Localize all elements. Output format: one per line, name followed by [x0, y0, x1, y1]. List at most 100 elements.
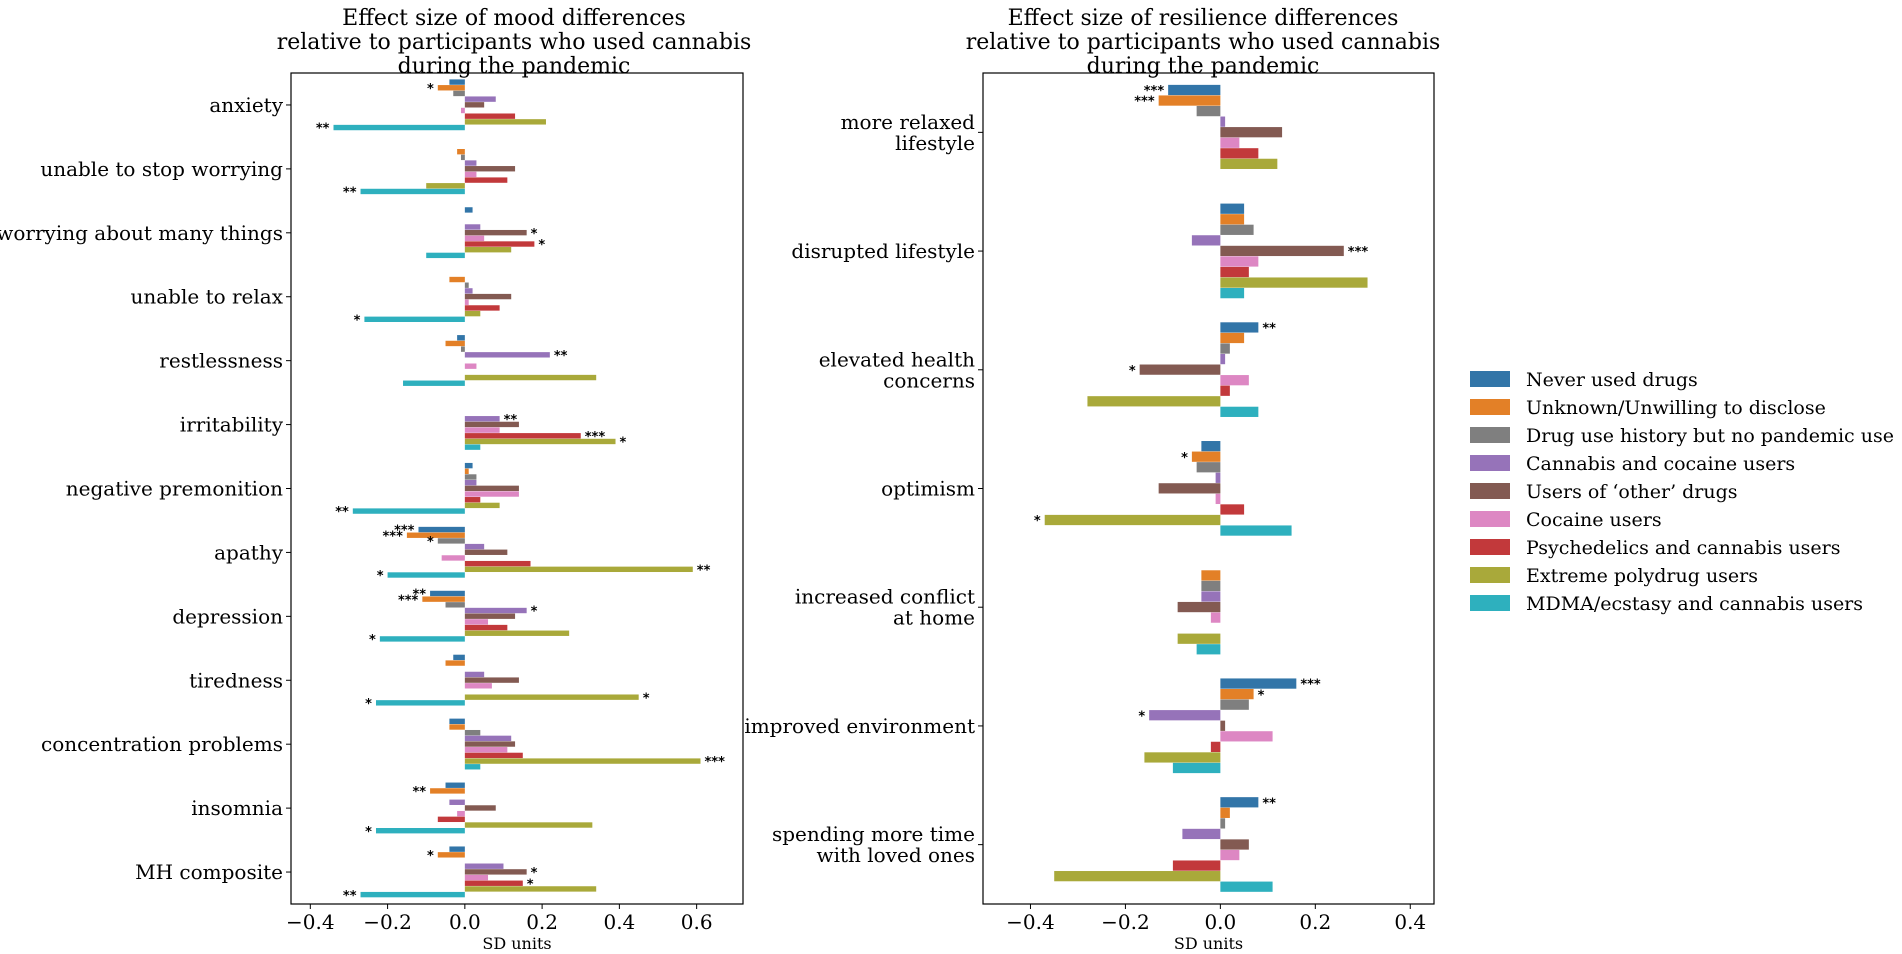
significance-stars: **	[335, 505, 349, 520]
significance-stars: *	[365, 697, 372, 712]
bar	[1220, 224, 1254, 235]
bar	[1210, 741, 1221, 753]
bar	[464, 160, 477, 166]
bar	[1158, 483, 1221, 494]
bar	[1044, 514, 1221, 526]
mood-panel: Effect size of mood differencesrelative …	[0, 6, 751, 953]
bar	[464, 166, 516, 172]
significance-stars: **	[343, 889, 357, 904]
bar	[464, 468, 469, 474]
x-tick-label: 0.2	[526, 910, 558, 934]
significance-stars: *	[1129, 364, 1136, 379]
significance-stars: *	[427, 535, 434, 550]
bar	[437, 816, 465, 823]
bar	[1220, 688, 1254, 700]
category-label: unable to stop worrying	[40, 157, 283, 181]
bar	[1201, 591, 1221, 602]
bar	[1220, 385, 1230, 396]
bar	[1215, 472, 1221, 483]
legend-swatch	[1470, 595, 1510, 611]
category-label: more relaxed	[841, 110, 976, 134]
significance-stars: *	[538, 238, 545, 253]
bar	[464, 613, 516, 619]
bar	[1220, 406, 1259, 417]
x-tick-label: −0.4	[1006, 910, 1055, 934]
bar	[464, 177, 508, 183]
bar	[1149, 710, 1221, 721]
chart-title-line: during the pandemic	[398, 54, 631, 79]
bar	[464, 229, 527, 236]
chart-title-line: relative to participants who used cannab…	[277, 30, 752, 55]
significance-stars: ***	[705, 755, 726, 770]
bar	[457, 148, 465, 155]
bar	[464, 683, 492, 689]
bar	[464, 502, 500, 509]
bar	[464, 241, 535, 247]
bar	[1220, 353, 1226, 365]
bar	[1144, 752, 1221, 763]
bar	[464, 822, 593, 828]
bar	[403, 380, 465, 386]
bar	[333, 124, 465, 131]
chart-title-line: Effect size of resilience differences	[1008, 6, 1399, 31]
x-axis-label: SD units	[1174, 934, 1243, 953]
bar	[464, 282, 469, 288]
bar	[464, 113, 516, 119]
bar	[426, 252, 465, 259]
significance-stars: **	[412, 785, 426, 800]
bar	[1201, 441, 1221, 452]
bar	[1220, 849, 1240, 861]
bar	[1220, 375, 1249, 386]
bar	[1177, 633, 1221, 644]
legend-label: Users of ‘other’ drugs	[1526, 481, 1738, 503]
bar	[1191, 235, 1221, 246]
bar	[445, 602, 465, 608]
significance-stars: **	[1262, 322, 1276, 337]
bar	[449, 799, 465, 805]
significance-stars: ***	[1144, 84, 1165, 99]
bar	[464, 735, 512, 742]
bar	[445, 660, 465, 666]
bar	[464, 207, 473, 213]
legend-swatch	[1470, 567, 1510, 583]
bar	[464, 474, 477, 480]
significance-stars: **	[697, 563, 711, 578]
significance-stars: ***	[382, 529, 403, 544]
bar	[457, 335, 465, 341]
bar	[464, 874, 489, 881]
category-label: lifestyle	[895, 131, 975, 155]
chart-title-line: during the pandemic	[1087, 54, 1320, 79]
bar	[464, 752, 523, 759]
bar	[464, 671, 485, 678]
bar	[1177, 601, 1221, 613]
bar	[1191, 451, 1221, 462]
significance-stars: **	[343, 186, 357, 201]
chart-title-line: Effect size of mood differences	[342, 6, 686, 31]
plot-frame	[982, 72, 1435, 905]
bar	[418, 526, 465, 533]
bar	[1220, 277, 1368, 288]
bar	[464, 171, 477, 178]
bar	[1220, 127, 1283, 138]
significance-stars: *	[1181, 451, 1188, 466]
bar	[464, 485, 519, 492]
bar	[1220, 148, 1259, 159]
bar	[464, 630, 570, 636]
bar	[1172, 762, 1221, 774]
bar	[364, 316, 465, 322]
category-label: at home	[893, 606, 975, 630]
legend-label: MDMA/ecstasy and cannabis users	[1526, 593, 1863, 615]
significance-stars: *	[531, 227, 538, 242]
bar	[360, 188, 465, 195]
bar	[1196, 644, 1221, 655]
legend-swatch	[1470, 539, 1510, 555]
bar	[430, 788, 465, 794]
bar	[449, 276, 465, 283]
bar	[1172, 860, 1221, 871]
category-label: anxiety	[209, 93, 283, 117]
bar	[464, 427, 500, 433]
legend-label: Drug use history but no pandemic use	[1526, 425, 1894, 447]
bar	[464, 886, 597, 892]
category-label: optimism	[881, 477, 975, 501]
bar	[464, 869, 527, 875]
